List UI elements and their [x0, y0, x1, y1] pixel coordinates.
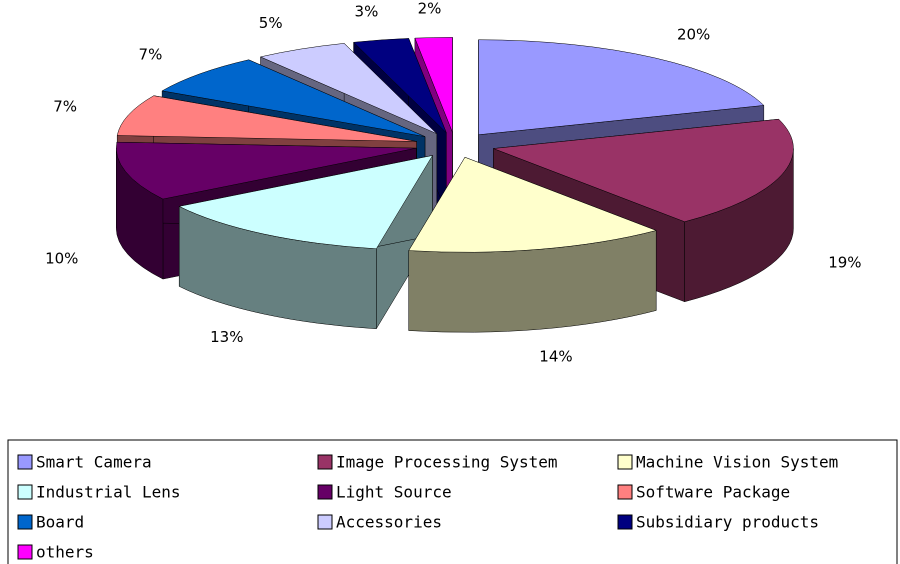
- legend-label: Subsidiary products: [636, 513, 819, 532]
- data-label: 19%: [828, 253, 861, 271]
- legend-swatch: [17, 454, 33, 470]
- legend-label: Smart Camera: [36, 453, 152, 472]
- legend-label: Industrial Lens: [36, 483, 181, 502]
- legend-swatch: [317, 484, 333, 500]
- legend-label: Accessories: [336, 513, 442, 532]
- data-label: 5%: [259, 14, 283, 32]
- legend-swatch: [17, 484, 33, 500]
- legend-swatch: [617, 514, 633, 530]
- legend-swatch: [317, 514, 333, 530]
- legend-swatch: [617, 484, 633, 500]
- data-label: 3%: [355, 3, 379, 21]
- legend-swatch: [17, 514, 33, 530]
- slice-top: [478, 39, 765, 136]
- legend-swatch: [317, 454, 333, 470]
- legend-label: Light Source: [336, 483, 452, 502]
- slice-top: [414, 37, 453, 133]
- data-label: 7%: [139, 45, 163, 63]
- legend-label: Machine Vision System: [636, 453, 838, 472]
- slice-top: [161, 59, 426, 137]
- legend-swatch: [617, 454, 633, 470]
- slice: [178, 154, 434, 330]
- slice: [408, 156, 657, 333]
- pie-layer: [116, 37, 794, 333]
- slice-top: [116, 95, 417, 142]
- legend-label: others: [36, 543, 94, 562]
- data-label: 10%: [45, 249, 78, 267]
- slice-top: [178, 155, 434, 250]
- slice-top: [259, 43, 438, 134]
- slice-top: [408, 156, 657, 253]
- legend-box: [7, 439, 898, 564]
- slice-top: [116, 141, 417, 200]
- data-label: 14%: [539, 347, 572, 365]
- slice-top: [353, 38, 447, 133]
- data-label: 13%: [210, 328, 243, 346]
- data-label: 7%: [53, 98, 77, 116]
- slice-top: [493, 118, 794, 222]
- legend-label: Software Package: [636, 483, 790, 502]
- legend-label: Board: [36, 513, 84, 532]
- legend-label: Image Processing System: [336, 453, 558, 472]
- data-label: 20%: [677, 25, 710, 43]
- legend-swatch: [17, 544, 33, 560]
- data-label: 2%: [418, 0, 442, 18]
